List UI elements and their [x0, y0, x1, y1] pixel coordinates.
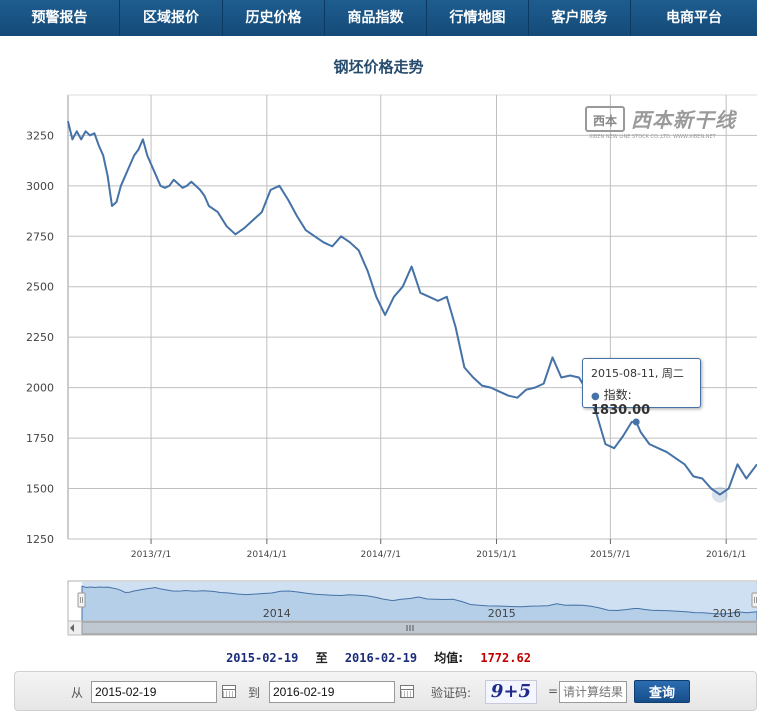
- nav-item-market-map[interactable]: 行情地图: [427, 0, 529, 36]
- series-dot-icon: ●: [591, 391, 600, 402]
- nav-item-ecommerce[interactable]: 电商平台: [666, 10, 722, 26]
- tooltip-date: 2015-08-11, 周二: [591, 367, 684, 380]
- y-tick-label: 3000: [26, 180, 54, 193]
- query-form: 从 到 验证码: 9+5 = 查询: [14, 671, 757, 711]
- navigator-scrollbar-thumb[interactable]: [81, 621, 757, 635]
- navigator-left-handle[interactable]: [77, 592, 86, 608]
- nav-item-commodity-index[interactable]: 商品指数: [325, 0, 427, 36]
- y-tick-label: 2750: [26, 230, 54, 243]
- x-tick-label: 2015/1/1: [476, 550, 516, 560]
- calendar-icon[interactable]: [400, 685, 414, 698]
- y-tick-label: 2500: [26, 281, 54, 294]
- equals-sign: =: [548, 684, 559, 698]
- tooltip-label: 指数:: [603, 388, 632, 402]
- summary-avg-label: 均值:: [434, 651, 464, 665]
- x-tick-label: 2014/1/1: [247, 550, 287, 560]
- query-button[interactable]: 查询: [634, 680, 690, 703]
- logo-subtitle: XIBEN NEW LINE STOCK CO.,LTD. WWW.XIBEN.…: [589, 134, 716, 140]
- hover-point-marker[interactable]: [632, 418, 640, 426]
- navigator-series-area: [81, 585, 757, 622]
- calendar-icon[interactable]: [222, 685, 236, 698]
- y-tick-label: 2000: [26, 382, 54, 395]
- nav-item-customer-service[interactable]: 客户服务: [529, 0, 631, 36]
- summary-from-date: 2015-02-19: [226, 651, 299, 665]
- x-tick-label: 2015/7/1: [590, 550, 630, 560]
- to-label: 到: [248, 686, 261, 700]
- nav-item-history-price[interactable]: 历史价格: [223, 0, 325, 36]
- y-tick-label: 1500: [26, 483, 54, 496]
- tooltip-value-row: ● 指数: 1830.00: [591, 386, 692, 418]
- nav-item-regional-quote[interactable]: 区域报价: [120, 0, 223, 36]
- y-tick-label: 1250: [26, 533, 54, 546]
- top-nav: 预警报告 区域报价 历史价格 商品指数 行情地图 客户服务 电商平台: [0, 0, 757, 36]
- range-summary: 2015-02-19 至 2016-02-19 均值: 1772.62: [0, 649, 757, 666]
- summary-to-date: 2016-02-19: [344, 651, 418, 665]
- y-tick-label: 3250: [26, 129, 54, 142]
- navigator-year-label: 2015: [488, 607, 516, 620]
- price-series-line: [67, 120, 757, 496]
- y-tick-label: 1750: [26, 432, 54, 445]
- captcha-answer-input[interactable]: [559, 681, 627, 703]
- y-tick-label: 2250: [26, 331, 54, 344]
- low-point-halo: [711, 486, 728, 503]
- from-date-input[interactable]: [91, 681, 217, 703]
- scroll-left-arrow-icon[interactable]: [70, 624, 74, 632]
- captcha-label: 验证码:: [431, 686, 472, 700]
- to-date-input[interactable]: [269, 681, 395, 703]
- x-tick-label: 2016/1/1: [706, 550, 746, 560]
- summary-to-label: 至: [315, 651, 328, 665]
- price-line-chart: 1250 1500 1750 2000 2250 2500 2750 3000 3250 201…: [26, 94, 757, 636]
- navigator-year-label: 2016: [713, 607, 741, 620]
- from-label: 从: [71, 686, 84, 700]
- x-tick-label: 2013/7/1: [131, 550, 171, 560]
- tooltip-value: 1830.00: [591, 403, 651, 418]
- summary-avg-value: 1772.62: [480, 651, 531, 665]
- logo-mark-icon: 西本: [585, 106, 625, 132]
- chart-tooltip: 2015-08-11, 周二 ● 指数: 1830.00: [582, 358, 701, 418]
- xiben-logo: 西本 西本新干线 XIBEN NEW LINE STOCK CO.,LTD. W…: [585, 104, 745, 144]
- navigator-year-label: 2014: [263, 607, 291, 620]
- nav-item-warning-report[interactable]: 预警报告: [0, 0, 120, 36]
- logo-name: 西本新干线: [631, 108, 736, 132]
- x-tick-label: 2014/7/1: [361, 550, 401, 560]
- chart-title: 钢坯价格走势: [333, 58, 424, 76]
- captcha-image: 9+5: [485, 680, 537, 704]
